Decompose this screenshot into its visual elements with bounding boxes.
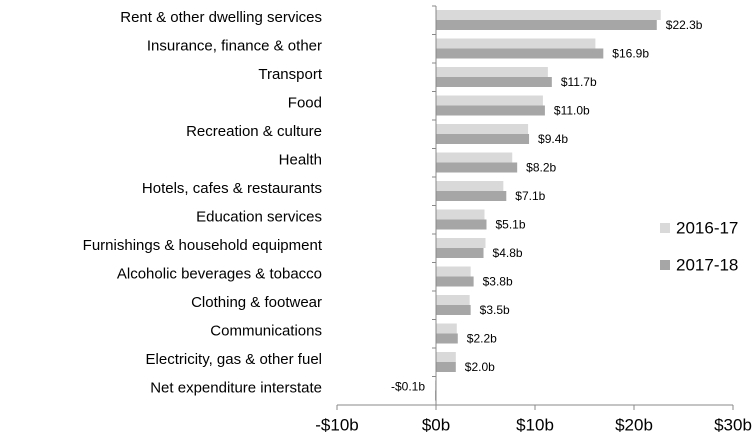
bar <box>436 333 458 344</box>
value-label: $11.0b <box>554 104 590 118</box>
bar <box>436 77 552 87</box>
bar <box>436 48 604 59</box>
value-label: $16.9b <box>612 47 649 61</box>
bar <box>436 219 487 230</box>
bar <box>436 20 657 30</box>
category-label: Recreation & culture <box>186 123 322 140</box>
bar <box>436 295 470 305</box>
bar <box>436 67 548 77</box>
legend-swatch <box>660 223 670 233</box>
bar <box>436 152 513 163</box>
value-label: -$0.1b <box>391 380 425 394</box>
bar <box>436 362 456 372</box>
value-label: $11.7b <box>561 75 597 89</box>
x-tick-label: -$10b <box>315 415 358 434</box>
value-label: $3.5b <box>480 303 510 317</box>
category-label: Rent & other dwelling services <box>120 9 322 26</box>
bar <box>436 191 507 201</box>
value-label: $7.1b <box>515 189 545 203</box>
category-label: Insurance, finance & other <box>147 38 322 55</box>
category-label: Education services <box>196 209 322 226</box>
bar <box>436 238 486 248</box>
bar <box>436 305 471 315</box>
bar <box>436 323 457 334</box>
bar <box>436 248 484 258</box>
bar <box>436 95 543 106</box>
bar <box>436 105 545 116</box>
value-label: $22.3b <box>666 18 703 32</box>
value-label: $9.4b <box>538 132 568 146</box>
bar <box>436 162 518 173</box>
value-label: $4.8b <box>493 246 523 260</box>
category-label: Health <box>279 152 322 169</box>
value-label: $8.2b <box>526 161 556 175</box>
bar <box>436 124 529 134</box>
x-tick-label: $30b <box>714 415 752 434</box>
bar <box>436 134 530 144</box>
category-label: Hotels, cafes & restaurants <box>142 180 322 197</box>
bar <box>436 181 504 191</box>
category-label: Alcoholic beverages & tobacco <box>117 266 322 283</box>
category-label: Communications <box>210 323 322 340</box>
value-label: $2.2b <box>467 332 497 346</box>
category-label: Transport <box>258 66 322 83</box>
bar <box>436 352 456 362</box>
bar <box>436 209 485 220</box>
bar <box>436 276 474 287</box>
category-label: Furnishings & household equipment <box>83 237 323 254</box>
x-tick-label: $10b <box>516 415 554 434</box>
category-label: Net expenditure interstate <box>150 380 322 397</box>
legend-label: 2016-17 <box>676 218 738 237</box>
bar <box>436 38 596 49</box>
legend-label: 2017-18 <box>676 255 738 274</box>
bar <box>436 10 661 20</box>
category-label: Clothing & footwear <box>191 294 322 311</box>
legend-swatch <box>660 260 670 270</box>
x-tick-label: $20b <box>615 415 653 434</box>
value-label: $5.1b <box>495 218 525 232</box>
value-label: $2.0b <box>465 360 495 374</box>
x-tick-label: $0b <box>422 415 450 434</box>
bar <box>436 266 471 277</box>
value-label: $3.8b <box>483 275 513 289</box>
category-label: Food <box>288 95 322 112</box>
category-label: Electricity, gas & other fuel <box>146 351 322 368</box>
